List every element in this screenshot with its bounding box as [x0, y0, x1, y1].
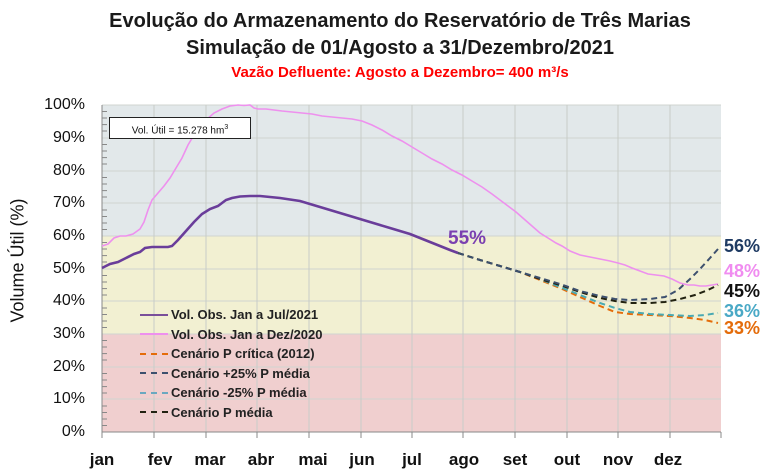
- y-tick-0: 0%: [61, 423, 85, 440]
- x-tick-fev: fev: [147, 450, 173, 469]
- x-axis-ticks: [101, 432, 722, 438]
- chart-legend: Vol. Obs. Jan a Jul/2021 Vol. Obs. Jan a…: [140, 305, 323, 422]
- legend-label: Cenário -25% P média: [171, 385, 307, 401]
- x-tick-set: set: [502, 450, 528, 469]
- v-gridlines: [153, 105, 671, 432]
- legend-label: Cenário P média: [171, 404, 273, 420]
- x-tick-nov: nov: [602, 450, 634, 469]
- legend-swatch: [140, 333, 168, 336]
- y-tick-40: 40%: [52, 292, 85, 309]
- end-label-plus25: 56%: [724, 236, 761, 256]
- legend-label: Vol. Obs. Jan a Dez/2020: [171, 326, 323, 342]
- legend-item-minus25: Cenário -25% P média: [140, 383, 323, 403]
- legend-swatch: [140, 313, 168, 316]
- legend-label: Cenário +25% P média: [171, 365, 310, 381]
- x-tick-mar: mar: [194, 450, 226, 469]
- x-tick-jul: jul: [402, 450, 422, 469]
- legend-swatch: [140, 391, 168, 394]
- legend-label: Cenário P crítica (2012): [171, 346, 315, 362]
- x-tick-mai: mai: [298, 450, 328, 469]
- useful-volume-box: Vol. Útil = 15.278 hm3: [109, 117, 251, 139]
- legend-swatch: [140, 411, 168, 414]
- series-plus25: [457, 248, 719, 302]
- current-level-label: 55%: [448, 228, 487, 249]
- legend-item-p-media: Cenário P média: [140, 403, 323, 423]
- legend-swatch: [140, 372, 168, 375]
- legend-item-p-critica: Cenário P crítica (2012): [140, 344, 323, 364]
- y-tick-100: 100%: [44, 96, 85, 113]
- chart-title: Evolução do Armazenamento do Reservatóri…: [109, 10, 691, 32]
- y-tick-90: 90%: [52, 129, 85, 146]
- y-tick-50: 50%: [52, 260, 85, 277]
- y-minor-ticks: [102, 111, 107, 426]
- end-label-2020: 48%: [724, 261, 761, 281]
- legend-label: Vol. Obs. Jan a Jul/2021: [171, 307, 319, 323]
- y-tick-20: 20%: [52, 358, 85, 375]
- series-obs-2021: [101, 194, 459, 270]
- y-tick-80: 80%: [52, 162, 85, 179]
- legend-item-plus25: Cenário +25% P média: [140, 364, 323, 384]
- y-tick-10: 10%: [52, 390, 85, 407]
- x-tick-jun: jun: [349, 450, 375, 469]
- legend-item-obs-2020: Vol. Obs. Jan a Dez/2020: [140, 325, 323, 345]
- end-label-minus25: 36%: [724, 301, 761, 321]
- x-tick-jan: jan: [89, 450, 115, 469]
- legend-item-obs-2021: Vol. Obs. Jan a Jul/2021: [140, 305, 323, 325]
- chart-flow-note: Vazão Defluente: Agosto a Dezembro= 400 …: [231, 64, 569, 81]
- y-tick-70: 70%: [52, 194, 85, 211]
- x-tick-dez: dez: [653, 450, 683, 469]
- end-label-p-critica: 33%: [724, 318, 761, 338]
- chart-subtitle: Simulação de 01/Agosto a 31/Dezembro/202…: [186, 37, 614, 59]
- x-tick-out: out: [553, 450, 581, 469]
- series-obs-2020: [101, 104, 719, 287]
- x-tick-abr: abr: [247, 450, 275, 469]
- useful-volume-sup: 3: [224, 124, 229, 131]
- x-tick-ago: ago: [448, 450, 480, 469]
- y-tick-60: 60%: [52, 227, 85, 244]
- end-label-p-media: 45%: [724, 281, 761, 301]
- useful-volume-text: Vol. Útil = 15.278 hm: [131, 125, 225, 137]
- legend-swatch: [140, 352, 168, 355]
- y-tick-30: 30%: [52, 325, 85, 342]
